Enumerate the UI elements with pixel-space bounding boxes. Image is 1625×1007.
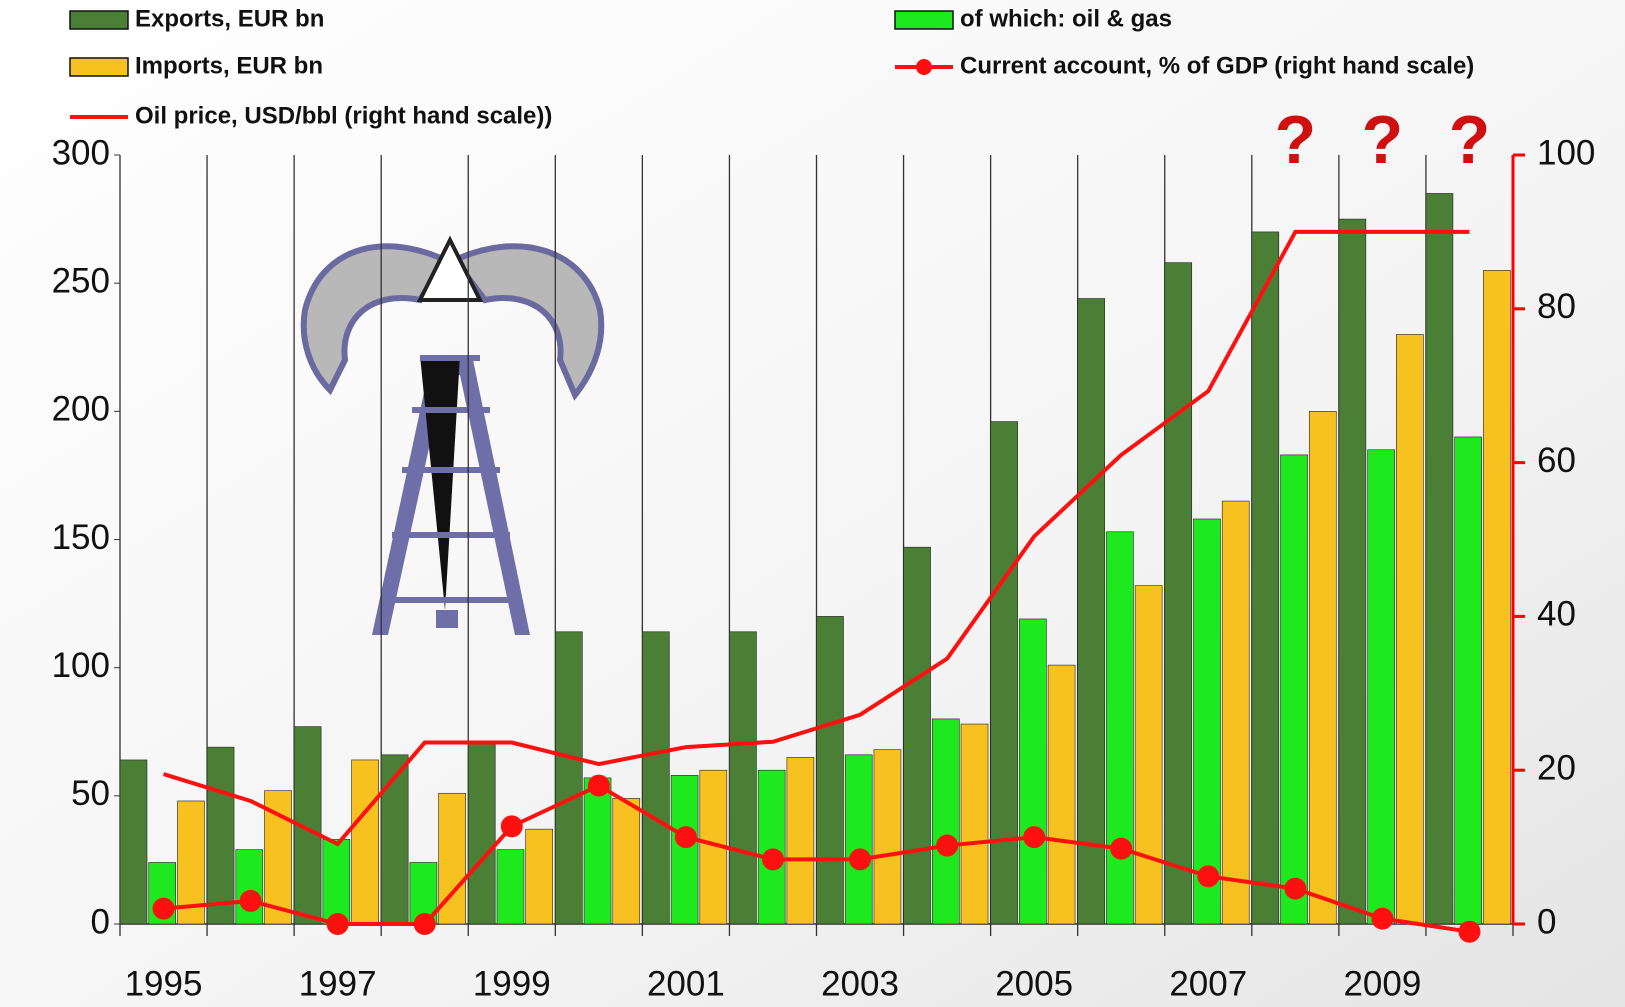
line-marker (1458, 920, 1481, 943)
y-tick-label: 300 (52, 133, 110, 172)
annotation: ? (1362, 102, 1404, 178)
bar (119, 759, 148, 925)
legend-marker (916, 59, 932, 75)
x-tick-label: 1999 (473, 964, 551, 1003)
bar (555, 631, 583, 925)
bar (816, 616, 844, 925)
x-tick-label: 2009 (1343, 964, 1421, 1003)
bar (990, 421, 1018, 925)
line-marker (1371, 907, 1394, 930)
y-tick-label: 50 (71, 774, 110, 813)
bar (786, 757, 815, 925)
y2-tick-label: 100 (1537, 133, 1595, 172)
bar (729, 631, 757, 925)
line-marker (152, 897, 175, 920)
legend-swatch (69, 57, 129, 77)
bar (1164, 262, 1193, 925)
line-marker (413, 913, 436, 935)
bar (757, 769, 786, 925)
bar (873, 749, 902, 925)
line-marker (1023, 826, 1046, 849)
x-tick-label: 1995 (125, 964, 203, 1003)
bar (467, 741, 496, 925)
y2-tick-label: 40 (1537, 595, 1576, 634)
bar (612, 798, 641, 925)
x-tick-label: 1997 (299, 964, 377, 1003)
x-tick-label: 2005 (995, 964, 1073, 1003)
bar (931, 718, 960, 925)
bar (844, 754, 873, 925)
bar (1134, 585, 1163, 925)
y2-tick-label: 0 (1537, 902, 1556, 941)
bar (1077, 298, 1105, 925)
y-tick-label: 100 (52, 646, 110, 685)
line-marker (761, 848, 784, 871)
bar (1193, 518, 1221, 925)
legend-swatch (894, 10, 954, 30)
bar (903, 546, 931, 925)
y-tick-label: 150 (52, 518, 110, 557)
bar (206, 746, 235, 925)
bar (1454, 436, 1482, 925)
bar (1483, 270, 1511, 925)
x-tick-label: 2003 (821, 964, 899, 1003)
legend-label: Exports, EUR bn (135, 5, 324, 32)
line-marker (1284, 877, 1307, 900)
line-marker (674, 826, 697, 849)
bar (1308, 411, 1337, 925)
x-tick-label: 2007 (1169, 964, 1247, 1003)
bar (670, 775, 699, 925)
bar (1280, 454, 1308, 925)
line-marker (936, 834, 959, 857)
line-marker (587, 774, 610, 797)
line-marker (500, 815, 523, 838)
bar (960, 723, 989, 925)
line-marker (239, 889, 262, 912)
bar (235, 849, 264, 925)
y2-tick-label: 20 (1537, 748, 1576, 787)
line (162, 229, 1470, 847)
oil-derrick-clipart (300, 235, 605, 635)
line-marker (849, 848, 872, 871)
line-marker (326, 913, 349, 935)
y2-tick-label: 60 (1537, 441, 1576, 480)
bar (496, 849, 525, 925)
y2-tick-label: 80 (1537, 287, 1576, 326)
annotation: ? (1275, 102, 1317, 178)
bar (1396, 334, 1424, 925)
y-tick-label: 0 (91, 902, 110, 941)
bar (1047, 664, 1076, 925)
bar (1251, 231, 1280, 925)
bar (583, 777, 612, 925)
bar (1425, 193, 1454, 925)
legend-label: Current account, % of GDP (right hand sc… (960, 52, 1474, 79)
line-marker (1197, 865, 1220, 888)
x-tick-label: 2001 (647, 964, 725, 1003)
y-tick-label: 250 (52, 261, 110, 300)
legend-label: Oil price, USD/bbl (right hand scale)) (135, 102, 552, 129)
bar (322, 839, 351, 925)
bar (380, 754, 409, 925)
annotation: ? (1449, 102, 1491, 178)
bar (1221, 500, 1250, 925)
legend-swatch (69, 10, 129, 30)
y-tick-label: 200 (52, 390, 110, 429)
bar (1106, 531, 1134, 925)
bar (642, 631, 670, 925)
bar (1019, 618, 1047, 925)
bar (525, 828, 554, 925)
bar (1338, 218, 1367, 925)
legend-label: of which: oil & gas (960, 5, 1172, 32)
legend-label: Imports, EUR bn (135, 52, 323, 79)
bar (351, 759, 379, 925)
bar (1367, 449, 1395, 925)
line (163, 783, 1470, 934)
line-marker (1110, 837, 1133, 860)
